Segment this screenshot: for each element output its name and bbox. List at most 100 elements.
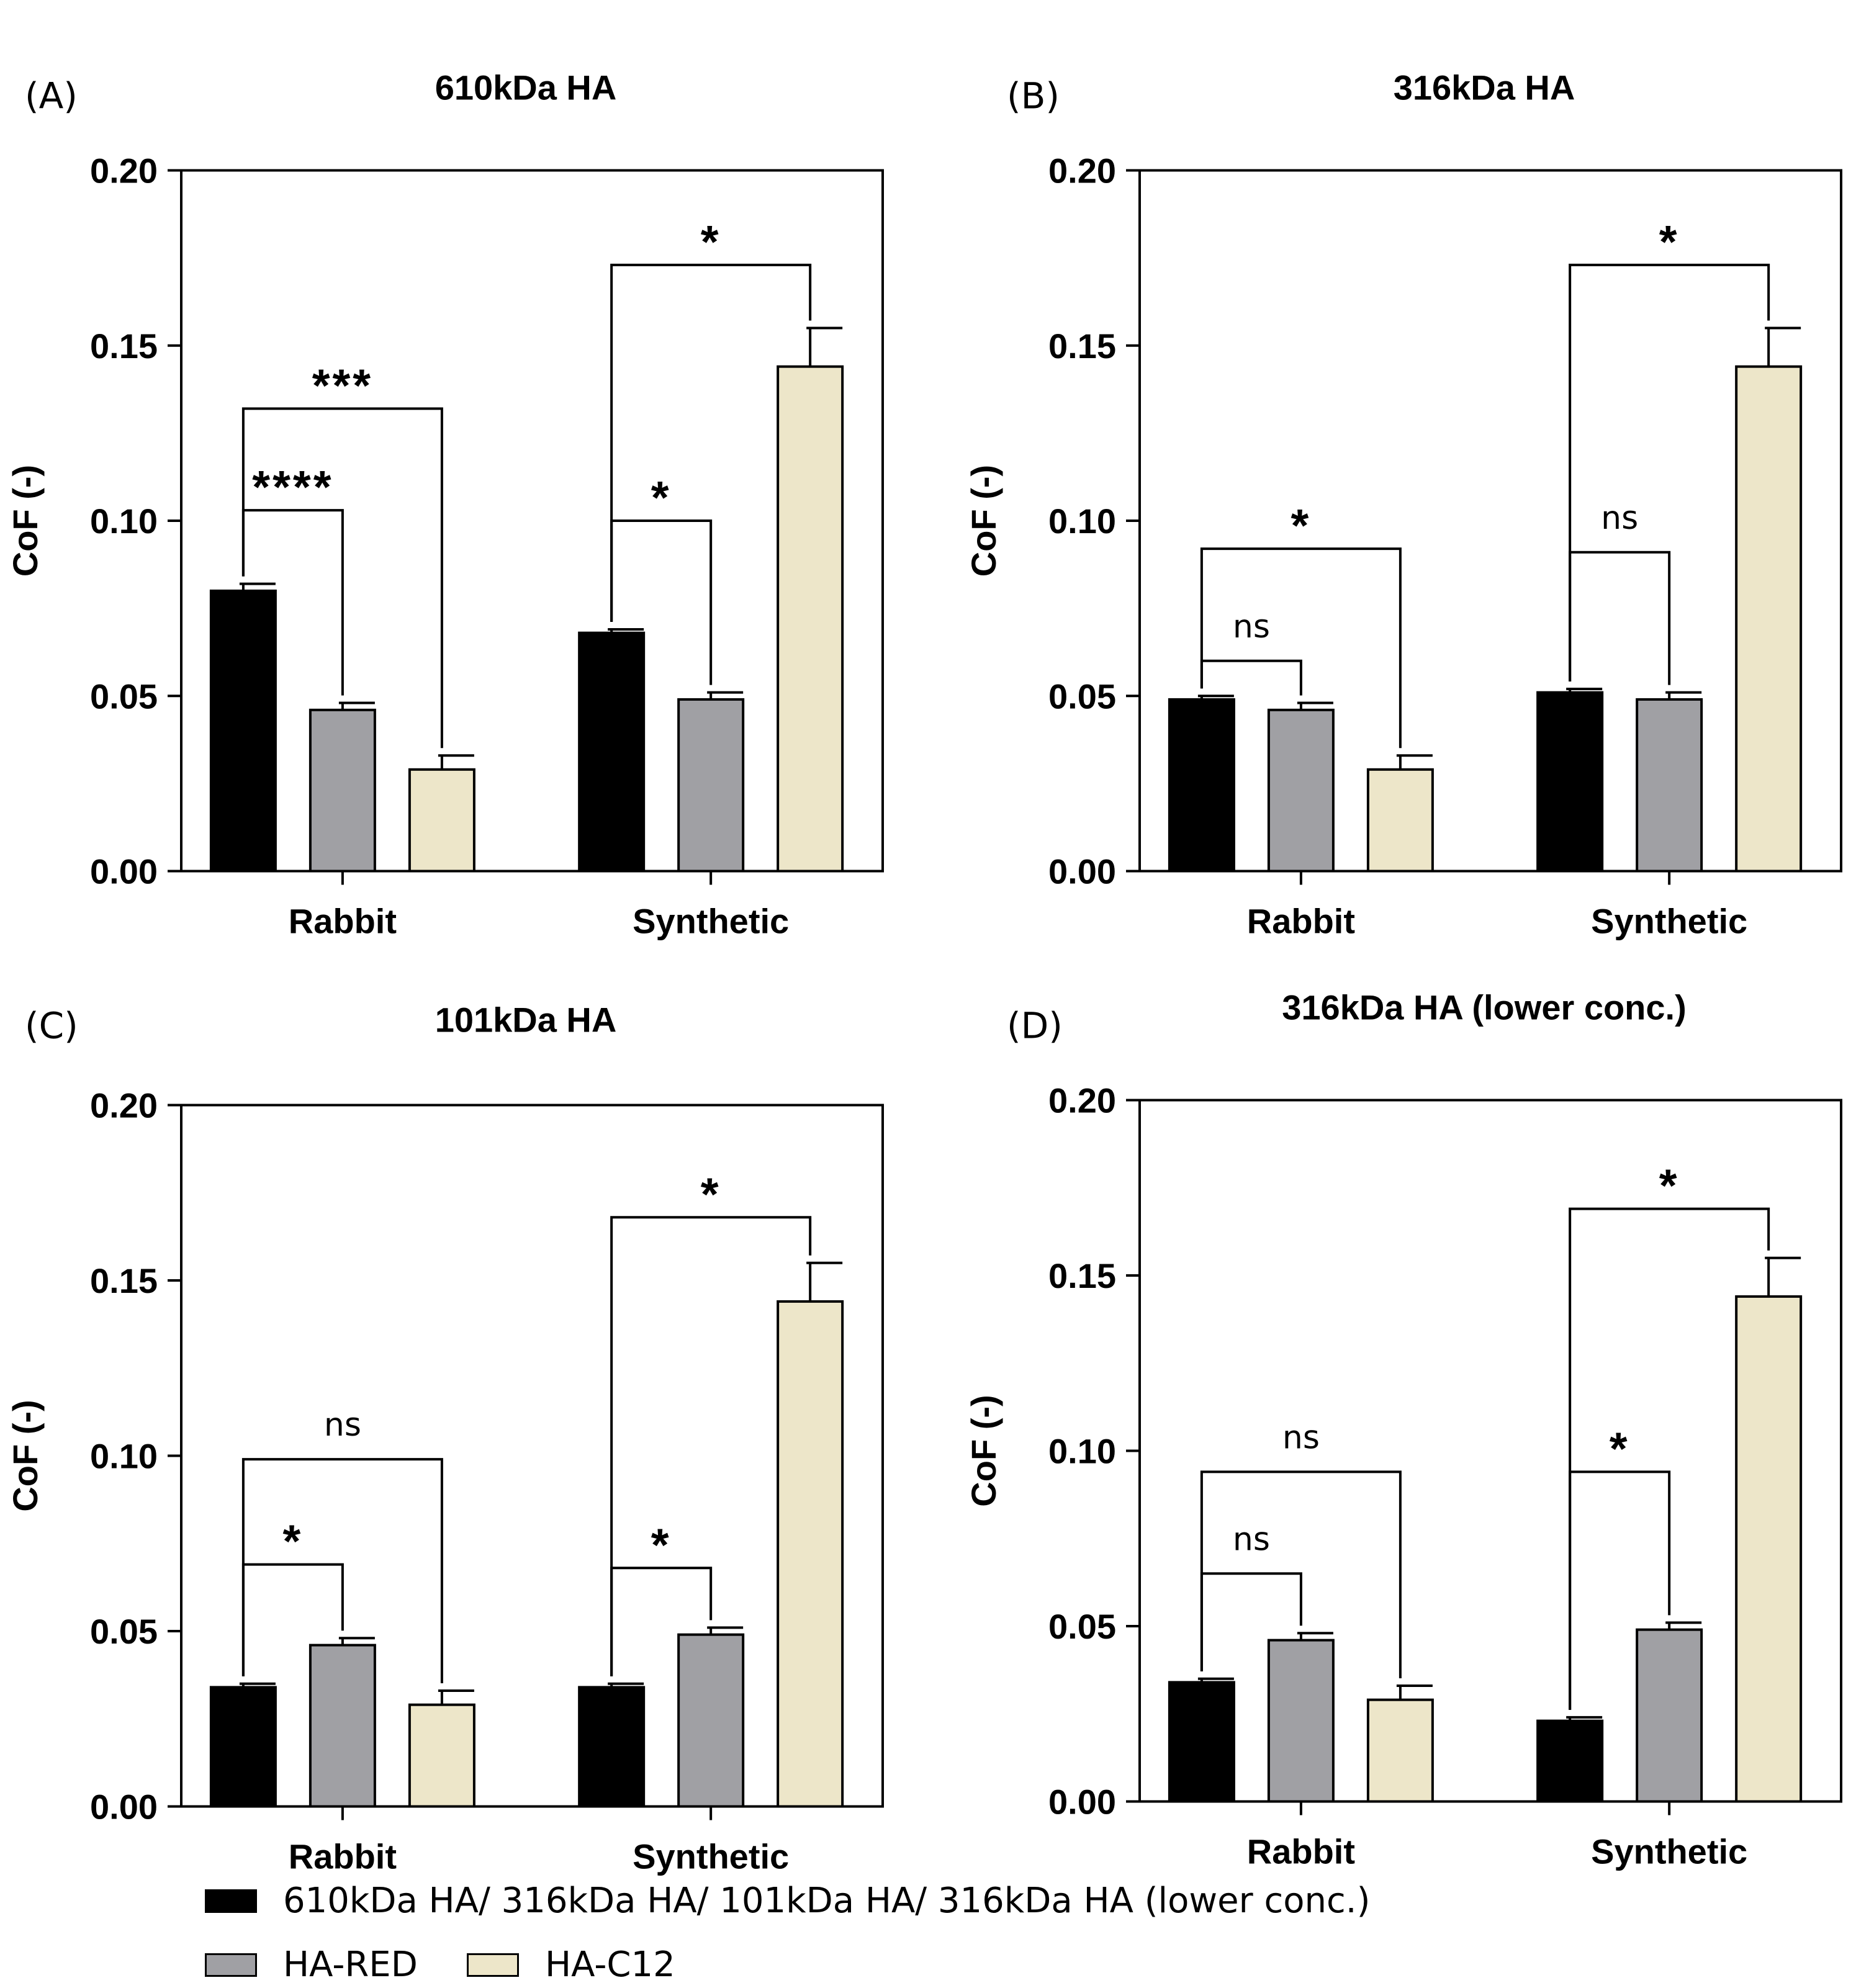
x-tick-label: Rabbit — [289, 1837, 397, 1876]
significance-label: **** — [252, 461, 333, 513]
legend-item-ha-c12: HA-C12 — [467, 1945, 675, 1985]
significance-label: * — [1610, 1423, 1630, 1474]
legend-swatch-ha-c12 — [467, 1953, 519, 1977]
significance-bracket — [610, 263, 812, 622]
bar-ha-synthetic — [1536, 691, 1604, 873]
bar-ha-c12-synthetic — [1735, 365, 1803, 873]
x-tick-label: Rabbit — [1247, 902, 1355, 941]
bar-ha-c12-rabbit — [1366, 1698, 1434, 1803]
y-tick-label: 0.00 — [1048, 852, 1116, 891]
y-tick-label: 0.10 — [1048, 1432, 1116, 1471]
significance-label: * — [651, 472, 672, 523]
y-tick-label: 0.05 — [90, 677, 158, 716]
chart-title: 316kDa HA — [1394, 68, 1575, 107]
x-tick-label: Synthetic — [633, 902, 789, 941]
y-axis-label: CoF (-) — [6, 1400, 45, 1511]
significance-label: * — [282, 1516, 303, 1567]
chart-title: 610kDa HA — [435, 68, 617, 107]
bar-ha-c12-rabbit — [408, 768, 475, 873]
bar-ha-rabbit — [209, 1686, 277, 1808]
bar-ha-red-synthetic — [677, 698, 745, 873]
y-tick-label: 0.15 — [1048, 1256, 1116, 1295]
significance-label: * — [651, 1519, 672, 1570]
significance-label: ns — [1233, 1521, 1270, 1558]
bar-ha-rabbit — [1168, 698, 1235, 873]
x-tick-label: Synthetic — [633, 1837, 789, 1876]
bar-ha-c12-synthetic — [1735, 1295, 1803, 1803]
significance-label: ns — [1601, 500, 1638, 537]
panel-letter: (D) — [1007, 1005, 1063, 1047]
y-tick-label: 0.15 — [1048, 326, 1116, 366]
significance-bracket — [1569, 263, 1770, 681]
chart-title: 101kDa HA — [435, 1001, 617, 1040]
x-tick-label: Rabbit — [289, 902, 397, 941]
x-tick-label: Synthetic — [1591, 902, 1747, 941]
bar-ha-red-rabbit — [1267, 1639, 1335, 1803]
y-tick-label: 0.20 — [90, 151, 158, 191]
y-tick-label: 0.05 — [1048, 677, 1116, 716]
bar-ha-c12-rabbit — [408, 1703, 475, 1808]
bar-ha-red-rabbit — [309, 1644, 376, 1808]
bar-ha-synthetic — [1536, 1719, 1604, 1803]
x-tick-label: Synthetic — [1591, 1832, 1747, 1871]
bar-ha-c12-rabbit — [1366, 768, 1434, 873]
significance-bracket — [1200, 659, 1302, 696]
significance-bracket — [241, 1458, 443, 1684]
legend-swatch-ha-red — [205, 1953, 257, 1977]
chart-panel-1: (A) 610kDa HA 0.00 0.05 0.10 0.15 0.20 CoF (-) R… — [6, 68, 884, 941]
y-tick-label: 0.05 — [1048, 1607, 1116, 1646]
bar-ha-red-synthetic — [1636, 698, 1703, 873]
bar-ha-c12-synthetic — [777, 1300, 844, 1808]
significance-bracket — [1200, 547, 1402, 749]
y-tick-label: 0.10 — [1048, 501, 1116, 541]
y-tick-label: 0.10 — [90, 501, 158, 541]
y-tick-label: 0.05 — [90, 1612, 158, 1651]
significance-label: * — [701, 216, 721, 268]
x-tick-label: Rabbit — [1247, 1832, 1355, 1871]
chart-title: 316kDa HA (lower conc.) — [1282, 988, 1686, 1027]
legend-item-ha: 610kDa HA/ 316kDa HA/ 101kDa HA/ 316kDa … — [205, 1881, 1370, 1921]
legend-label-ha: 610kDa HA/ 316kDa HA/ 101kDa HA/ 316kDa … — [283, 1881, 1371, 1921]
y-tick-label: 0.20 — [90, 1086, 158, 1125]
y-tick-label: 0.15 — [90, 1261, 158, 1300]
bar-ha-synthetic — [578, 1686, 646, 1808]
bar-ha-red-synthetic — [677, 1633, 745, 1808]
significance-label: * — [1659, 1160, 1680, 1212]
chart-panel-2: (B) 316kDa HA 0.00 0.05 0.10 0.15 0.20 CoF (-) R… — [964, 68, 1842, 941]
bar-ha-red-rabbit — [309, 708, 376, 873]
significance-label: *** — [312, 359, 373, 411]
significance-label: ns — [1233, 608, 1270, 645]
y-tick-label: 0.20 — [1048, 151, 1116, 191]
significance-label: ns — [324, 1406, 361, 1444]
y-tick-label: 0.15 — [90, 326, 158, 366]
significance-label: * — [1659, 216, 1680, 268]
y-axis-label: CoF (-) — [964, 1395, 1003, 1506]
significance-bracket — [1200, 1470, 1402, 1679]
y-tick-label: 0.00 — [1048, 1783, 1116, 1822]
y-tick-label: 0.00 — [90, 1788, 158, 1827]
bar-ha-red-rabbit — [1267, 708, 1335, 873]
significance-bracket — [1569, 1207, 1770, 1710]
legend: 610kDa HA/ 316kDa HA/ 101kDa HA/ 316kDa … — [0, 1856, 1856, 1988]
y-tick-label: 0.10 — [90, 1437, 158, 1476]
y-axis-label: CoF (-) — [6, 465, 45, 577]
panel-letter: (C) — [25, 1005, 78, 1047]
chart-panel-3: (C) 101kDa HA 0.00 0.05 0.10 0.15 0.20 CoF (-) R… — [6, 1001, 884, 1876]
significance-bracket — [610, 1216, 812, 1676]
legend-item-ha-red: HA-RED — [205, 1945, 418, 1985]
legend-label-ha-c12: HA-C12 — [545, 1945, 675, 1985]
panel-letter: (B) — [1007, 75, 1060, 117]
significance-bracket — [1569, 551, 1671, 685]
legend-label-ha-red: HA-RED — [283, 1945, 418, 1985]
y-tick-label: 0.00 — [90, 852, 158, 891]
significance-label: ns — [1282, 1419, 1320, 1456]
y-tick-label: 0.20 — [1048, 1081, 1116, 1120]
y-axis-label: CoF (-) — [964, 465, 1003, 577]
panel-letter: (A) — [25, 75, 78, 117]
bar-ha-rabbit — [1168, 1681, 1235, 1803]
bar-ha-c12-synthetic — [777, 365, 844, 873]
significance-label: * — [701, 1168, 721, 1220]
bar-ha-synthetic — [578, 631, 646, 873]
significance-bracket — [241, 407, 443, 749]
